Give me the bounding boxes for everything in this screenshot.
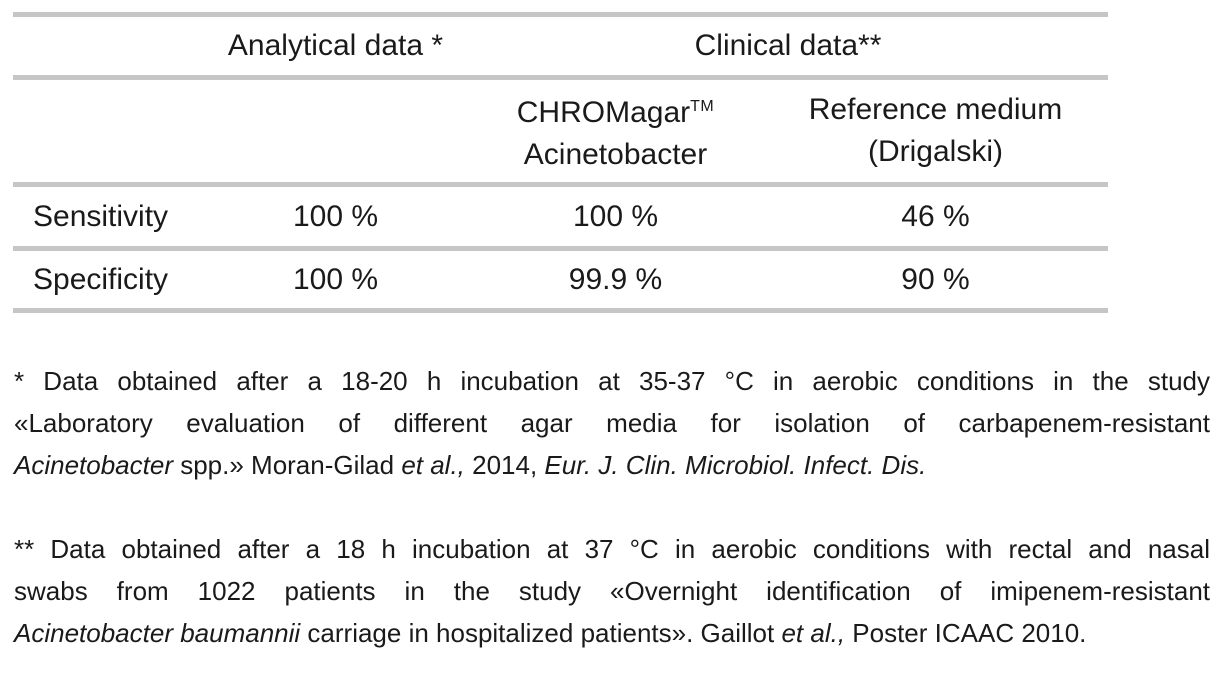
table-row-sensitivity: Sensitivity 100 % 100 % 46 %	[13, 184, 1108, 249]
specificity-analytical-value: 100 %	[292, 262, 379, 296]
reference-medium-detail: (Drigalski)	[868, 135, 1003, 168]
footnotes-section: * Data obtained after a 18-20 h incubati…	[14, 360, 1210, 654]
table-header-row-1: Analytical data * Clinical data**	[13, 14, 1108, 78]
footnote-line: Acinetobacter spp.» Moran-Gilad et al., …	[14, 450, 927, 480]
footnote-line: * Data obtained after a 18-20 h incubati…	[14, 366, 1210, 396]
performance-comparison-table: Analytical data * Clinical data** CHROMa…	[13, 12, 1108, 313]
reference-medium-name: Reference medium	[808, 93, 1063, 126]
col-header-reference-medium: Reference medium (Drigalski)	[763, 78, 1108, 185]
table-header-row-2: CHROMagarTM Acinetobacter Reference medi…	[13, 77, 1108, 185]
footnote-line: ** Data obtained after a 18 h incubation…	[14, 534, 1210, 564]
col-header-chromagar: CHROMagarTM Acinetobacter	[468, 78, 763, 185]
footnote-line: «Laboratory evaluation of different agar…	[14, 408, 1210, 438]
trademark-superscript: TM	[690, 98, 715, 115]
empty-corner-cell	[13, 15, 203, 78]
col-header-analytical: Analytical data *	[227, 29, 444, 62]
empty-cell	[13, 78, 203, 185]
table-row-specificity: Specificity 100 % 99.9 % 90 %	[13, 248, 1108, 311]
footnote-clinical: ** Data obtained after a 18 h incubation…	[14, 528, 1210, 654]
sensitivity-chromagar-value: 100 %	[572, 199, 659, 233]
footnote-line: Acinetobacter baumannii carriage in hosp…	[14, 618, 1087, 648]
comparison-table: Analytical data * Clinical data** CHROMa…	[13, 12, 1108, 313]
col-header-clinical: Clinical data**	[694, 29, 882, 62]
row-label-specificity: Specificity	[33, 262, 169, 296]
specificity-chromagar-value: 99.9 %	[568, 262, 663, 296]
sensitivity-reference-value: 46 %	[901, 199, 970, 233]
chromagar-brand: CHROMagar	[516, 96, 691, 129]
footnote-line: swabs from 1022 patients in the study «O…	[14, 576, 1210, 606]
chromagar-species: Acinetobacter	[523, 138, 708, 171]
footnote-analytical: * Data obtained after a 18-20 h incubati…	[14, 360, 1210, 486]
specificity-reference-value: 90 %	[901, 262, 970, 296]
empty-cell	[203, 78, 468, 185]
sensitivity-analytical-value: 100 %	[292, 199, 379, 233]
row-label-sensitivity: Sensitivity	[33, 199, 169, 233]
